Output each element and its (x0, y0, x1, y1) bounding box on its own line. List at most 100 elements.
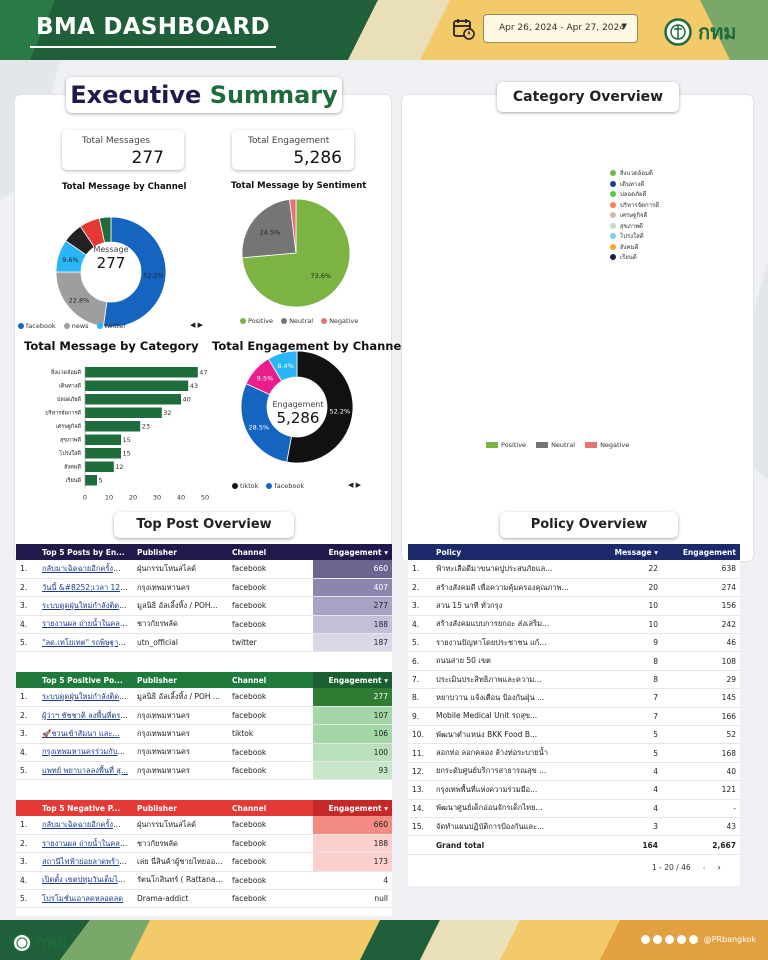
table-row[interactable]: 2. รายงานผล ถ่ายน้ำในคลองที่... ชาวกัยรพลั… (16, 834, 392, 854)
youtube-icon[interactable] (664, 935, 674, 944)
table-row[interactable]: 3. สวน 15 นาที ทั่วกรุง 10 156 (408, 596, 740, 616)
table-row[interactable]: 4. เปิดตั้ง เขตปทุมวันเต็มไปหมด...รัตนโกส… (16, 871, 392, 891)
post-link[interactable]: รายงานผล ถ่ายน้ำในคลองที่... (42, 838, 133, 848)
table-row[interactable]: 3. ระบบดูดฝุ่นใหม่กำลังติดตั้ง... มูลนิธิ … (16, 596, 392, 616)
table-row[interactable]: 12. ยกระดับศูนย์บริการสาธารณสุข ... 4 40 (408, 762, 740, 782)
prev-page-icon[interactable]: ‹ (702, 863, 706, 872)
pie-slice-neutral[interactable] (241, 198, 297, 259)
post-link[interactable]: ระบบดูดฝุ่นใหม่กำลังติดตั้ง... (42, 691, 133, 701)
post-link[interactable]: 🚀ชวนเข้าสัมนา และ... (42, 728, 120, 738)
legend-pager[interactable]: ◀ ▶ (348, 481, 361, 489)
post-link[interactable]: เปิดตั้ง เขตปทุมวันเต็มไปหมด... (42, 875, 133, 885)
table-row[interactable]: 1. ฟ้าทะเลือดีมาขนาดปูประสบภัยแล... 22 638 (408, 560, 740, 579)
bar-4[interactable] (85, 421, 141, 432)
post-link[interactable]: โปรโมชั่นเอาลดหลอดลด (42, 893, 124, 903)
post-link[interactable]: กลับมาเฉิดฉายอีกครั้งสำหรับ... (42, 563, 133, 573)
legend-item-category[interactable]: เดินทางดี (610, 179, 659, 190)
table-row[interactable]: 11. ลอกท่อ ลอกคลอง ล้างท่อระบายน้ำ 5 168 (408, 743, 740, 763)
table-row[interactable]: 2. สร้างสังคมดี เพื่อความคุ้มครองคุณภาพ..… (408, 578, 740, 598)
legend-item-negative[interactable]: Negative (585, 441, 629, 449)
bar-0[interactable] (85, 367, 198, 378)
legend-item-category[interactable]: ปลอดภัยดี (610, 189, 659, 200)
table-row[interactable]: 6. ถนนสาย 50 เขต 8 108 (408, 651, 740, 671)
header-cell[interactable]: Engagement ▾ (313, 672, 392, 688)
calendar-icon[interactable] (452, 17, 476, 41)
pie-slice-tiktok[interactable] (286, 350, 354, 464)
table-row[interactable]: 4. สร้างสังคมแบบการยกอะ ส่งเสริม... 10 242 (408, 615, 740, 635)
next-page-icon[interactable]: › (717, 863, 721, 872)
legend-item-category[interactable]: สังคมดี (610, 242, 659, 253)
legend-item-category[interactable]: เศรษฐกิจดี (610, 210, 659, 221)
legend-item-category[interactable]: โปร่งใสดี (610, 231, 659, 242)
pie-slice-other[interactable] (267, 350, 298, 382)
table-row[interactable]: 14. พัฒนาศูนย์เด็กอ่อนจักรเด็กไทย... 4- (408, 799, 740, 818)
bar-5[interactable] (85, 434, 121, 446)
table-row[interactable]: 2. ผู้ว่าฯ ชัชชาติ ลงพื้นที่ตรวจ... กรุงเท… (16, 706, 392, 726)
table-row[interactable]: 5. โปรโมชั่นเอาลดหลอดลด Drama-addict facebo… (16, 889, 392, 909)
twitter-icon[interactable] (652, 935, 662, 944)
table-cell: มูลนิธิ อัลเลิ้งทิ้ง / POH... (133, 596, 228, 616)
legend-item-facebook[interactable]: facebook (266, 482, 304, 490)
table-row[interactable]: 5. รายงานปัญหาโดยประชาชน แก้... 9 46 (408, 633, 740, 653)
legend-label: เรียนดี (620, 254, 637, 262)
pie-slice-facebook[interactable] (240, 383, 292, 463)
legend-item-neutral[interactable]: Neutral (536, 441, 575, 449)
legend-item-negative[interactable]: Negative (321, 317, 358, 325)
table-row[interactable]: 5. "ลด.เทโยเทต" รถพิษฐานสิ่ง... utn_offici… (16, 633, 392, 653)
table-cell: 15. (408, 817, 432, 837)
post-link[interactable]: ระบบดูดฝุ่นใหม่กำลังติดตั้ง... (42, 600, 133, 610)
table-row[interactable]: 3. สถานีไฟฟ้าย่อยลาดพร้าวใหม่...เล่ย นี่ส… (16, 852, 392, 872)
table-row[interactable]: 15. จัดทำแผนปฏิบัติการป้องกันและ... 3 43 (408, 817, 740, 837)
legend-item-neutral[interactable]: Neutral (281, 317, 313, 325)
post-link[interactable]: สถานีไฟฟ้าย่อยลาดพร้าวใหม่... (42, 856, 133, 866)
tiktok-icon[interactable] (688, 935, 698, 944)
post-link[interactable]: กลับมาเฉิดฉายอีกครั้งสำหรับ... (42, 819, 133, 829)
header-cell[interactable]: Engagement ▾ (313, 800, 392, 816)
legend-item-category[interactable]: บริหารจัดการดี (610, 200, 659, 211)
table-row[interactable]: 5. แพทย์ พยาบาลลงพื้นที่ สุ... กรุงเทพมหาน… (16, 761, 392, 781)
table-row[interactable]: 4. รายงานผล ถ่ายน้ำในคลองที่... ชาวกัยรพลั… (16, 615, 392, 635)
table-row[interactable]: 4. กรุงเทพมหานครร่วมกับสถานี... กรุงเทพมหา… (16, 743, 392, 763)
table-row[interactable]: 3. 🚀ชวนเข้าสัมนา และ... กรุงเทพมหานคร tikto… (16, 724, 392, 744)
table-row[interactable]: 1. ระบบดูดฝุ่นใหม่กำลังติดตั้ง... มูลนิธิ … (16, 688, 392, 707)
table-row[interactable]: 9. Mobile Medical Unit รถสุข... 7 166 (408, 707, 740, 727)
pie-slice-facebook[interactable] (102, 216, 167, 328)
table-row[interactable]: 1. กลับมาเฉิดฉายอีกครั้งสำหรับ... ฝุ่นกรรม… (16, 560, 392, 579)
bar-6[interactable] (85, 448, 121, 459)
legend-item-positive[interactable]: Positive (240, 317, 273, 325)
header-cell[interactable]: Message ▾ (582, 544, 662, 560)
post-link[interactable]: แพทย์ พยาบาลลงพื้นที่ สุ... (42, 765, 129, 775)
pie-slice-negative[interactable] (289, 198, 297, 254)
bar-7[interactable] (85, 461, 114, 473)
post-link[interactable]: วันนี้ &#8252;เวลา 12.1... (42, 582, 133, 592)
post-link[interactable]: รายงานผล ถ่ายน้ำในคลองที่... (42, 619, 133, 629)
pie-slice-other-3[interactable] (98, 216, 112, 244)
legend-item-category[interactable]: เรียนดี (610, 252, 659, 263)
post-link[interactable]: กรุงเทพมหานครร่วมกับสถานี... (42, 747, 133, 757)
facebook-icon[interactable] (640, 935, 650, 944)
post-link[interactable]: "ลด.เทโยเทต" รถพิษฐานสิ่ง... (42, 637, 133, 647)
bar-8[interactable] (85, 475, 97, 486)
instagram-icon[interactable] (676, 935, 686, 944)
table-cell: 9. (408, 707, 432, 727)
table-row[interactable]: 1. กลับมาเฉิดฉายอีกครั้งสำหรับ... ฝุ่นกรรม… (16, 816, 392, 835)
table-row[interactable]: 2. วันนี้ &#8252;เวลา 12.1... กรุงเทพมหานค… (16, 578, 392, 598)
legend-item-facebook[interactable]: facebook (18, 322, 56, 330)
table-row[interactable]: 10. พัฒนาตำแหน่ง BKK Food B... 5 52 (408, 725, 740, 745)
date-range-picker[interactable]: Apr 26, 2024 - Apr 27, 2024 ▼ (483, 14, 638, 43)
legend-item-news[interactable]: news (63, 322, 89, 330)
bar-3[interactable] (85, 407, 162, 419)
table-row[interactable]: 7. ประเมินประสิทธิภาพและความ... 8 29 (408, 670, 740, 690)
table-row[interactable]: 13. กรุงเทพพื้นที่แห่งความร่วมมือ... 4 121 (408, 780, 740, 800)
legend-pager[interactable]: ◀ ▶ (190, 321, 203, 329)
header-cell[interactable]: Engagement ▾ (313, 544, 392, 560)
post-link[interactable]: ผู้ว่าฯ ชัชชาติ ลงพื้นที่ตรวจ... (42, 710, 133, 720)
legend-item-category[interactable]: สุขภาพดี (610, 221, 659, 232)
legend-item-positive[interactable]: Positive (486, 441, 526, 449)
bar-1[interactable] (85, 380, 189, 392)
legend-item-category[interactable]: สิ่งแวดล้อมดี (610, 168, 659, 179)
table-row[interactable]: 8. หยาบวาน แจ้งเตือน ป้องกันฝุ่น ... 7 145 (408, 688, 740, 708)
legend-item-tiktok[interactable]: tiktok (232, 482, 258, 490)
bar-2[interactable] (85, 394, 181, 405)
legend-item-twitter[interactable]: twitter (96, 322, 126, 330)
